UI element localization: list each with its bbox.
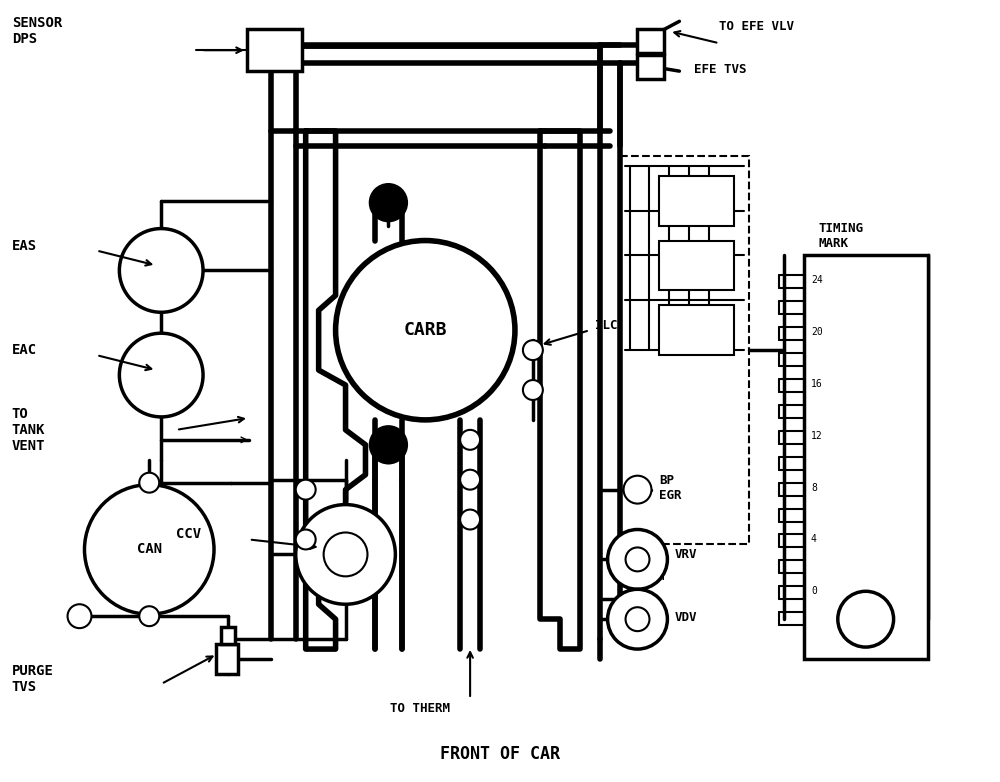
Circle shape [838, 591, 894, 647]
Text: 16: 16 [811, 379, 823, 389]
Circle shape [624, 475, 651, 504]
Text: EAS: EAS [12, 239, 37, 253]
Circle shape [296, 529, 316, 550]
Circle shape [608, 529, 667, 590]
Text: EFE TVS: EFE TVS [694, 63, 747, 76]
Bar [637, 56, 664, 79]
Text: CARB: CARB [404, 321, 447, 339]
Text: 4: 4 [811, 534, 817, 544]
Text: FRONT OF CAR: FRONT OF CAR [440, 744, 560, 762]
Text: VDV: VDV [674, 611, 697, 624]
Bar [637, 29, 664, 53]
Text: VRV: VRV [674, 548, 697, 561]
Circle shape [626, 608, 649, 631]
Text: 8: 8 [811, 482, 817, 493]
Bar [216, 644, 238, 674]
Bar [659, 305, 734, 355]
Circle shape [84, 485, 214, 614]
Text: TO EFE VLV: TO EFE VLV [719, 20, 794, 33]
Text: TO
TANK
VENT: TO TANK VENT [12, 407, 45, 453]
Text: CAN: CAN [137, 543, 162, 557]
Circle shape [460, 430, 480, 450]
Text: BP
EGR: BP EGR [659, 474, 682, 502]
Circle shape [370, 427, 406, 463]
Text: TO THERM: TO THERM [390, 702, 450, 716]
Circle shape [139, 606, 159, 626]
Text: SOL
ASM: SOL ASM [643, 555, 666, 583]
Bar [659, 176, 734, 225]
Text: TIMING
MARK: TIMING MARK [819, 221, 864, 249]
Circle shape [296, 504, 395, 604]
Text: 24: 24 [811, 275, 823, 285]
Text: EAC: EAC [12, 343, 37, 357]
Circle shape [370, 185, 406, 221]
Bar [221, 627, 235, 644]
Circle shape [139, 472, 159, 493]
Text: ILC: ILC [595, 319, 617, 332]
Text: PURGE
TVS: PURGE TVS [12, 664, 54, 694]
Bar [247, 29, 302, 71]
Circle shape [460, 470, 480, 490]
Text: CCV: CCV [176, 528, 201, 541]
Text: SENSOR
DPS: SENSOR DPS [12, 16, 62, 46]
Bar [659, 241, 734, 290]
Bar [804, 256, 928, 659]
Text: 0: 0 [811, 586, 817, 597]
Text: 12: 12 [811, 431, 823, 441]
Circle shape [608, 590, 667, 649]
Circle shape [119, 228, 203, 312]
Circle shape [296, 479, 316, 500]
Circle shape [336, 241, 515, 420]
Circle shape [523, 340, 543, 360]
Circle shape [626, 547, 649, 572]
Circle shape [523, 380, 543, 400]
Circle shape [68, 604, 91, 628]
Circle shape [119, 333, 203, 417]
Circle shape [460, 510, 480, 529]
Text: 20: 20 [811, 327, 823, 337]
Circle shape [324, 533, 367, 576]
Bar [620, 156, 749, 544]
